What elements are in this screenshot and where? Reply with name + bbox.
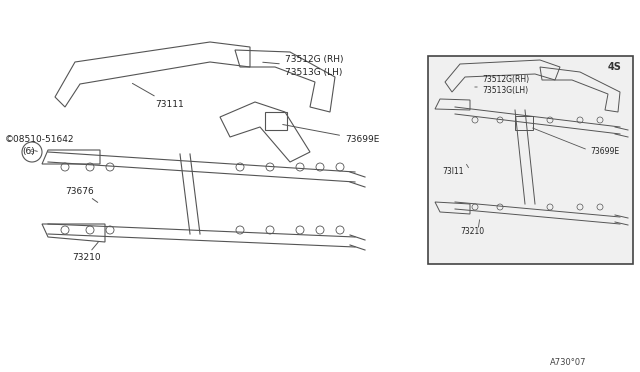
Text: 73210: 73210 [72,253,100,262]
Text: 73l11: 73l11 [442,167,463,176]
Text: 73513G (LH): 73513G (LH) [285,68,342,77]
Text: 73111: 73111 [132,83,184,109]
Text: 73676: 73676 [65,187,93,196]
Text: 73513G(LH): 73513G(LH) [482,86,528,95]
Text: A730°07: A730°07 [550,358,586,367]
Bar [265,112,287,130]
Text: 4S: 4S [608,62,622,72]
Text: (6): (6) [22,147,35,156]
Text: 73210: 73210 [460,227,484,236]
Text: 73512G (RH): 73512G (RH) [285,55,344,64]
FancyBboxPatch shape [428,56,633,264]
Text: 73699E: 73699E [590,147,619,156]
Text: 73699E: 73699E [283,125,380,144]
Text: 73512G(RH): 73512G(RH) [482,75,529,84]
Text: S: S [30,149,34,155]
Bar [515,116,533,130]
Text: ©08510-51642: ©08510-51642 [5,135,74,144]
